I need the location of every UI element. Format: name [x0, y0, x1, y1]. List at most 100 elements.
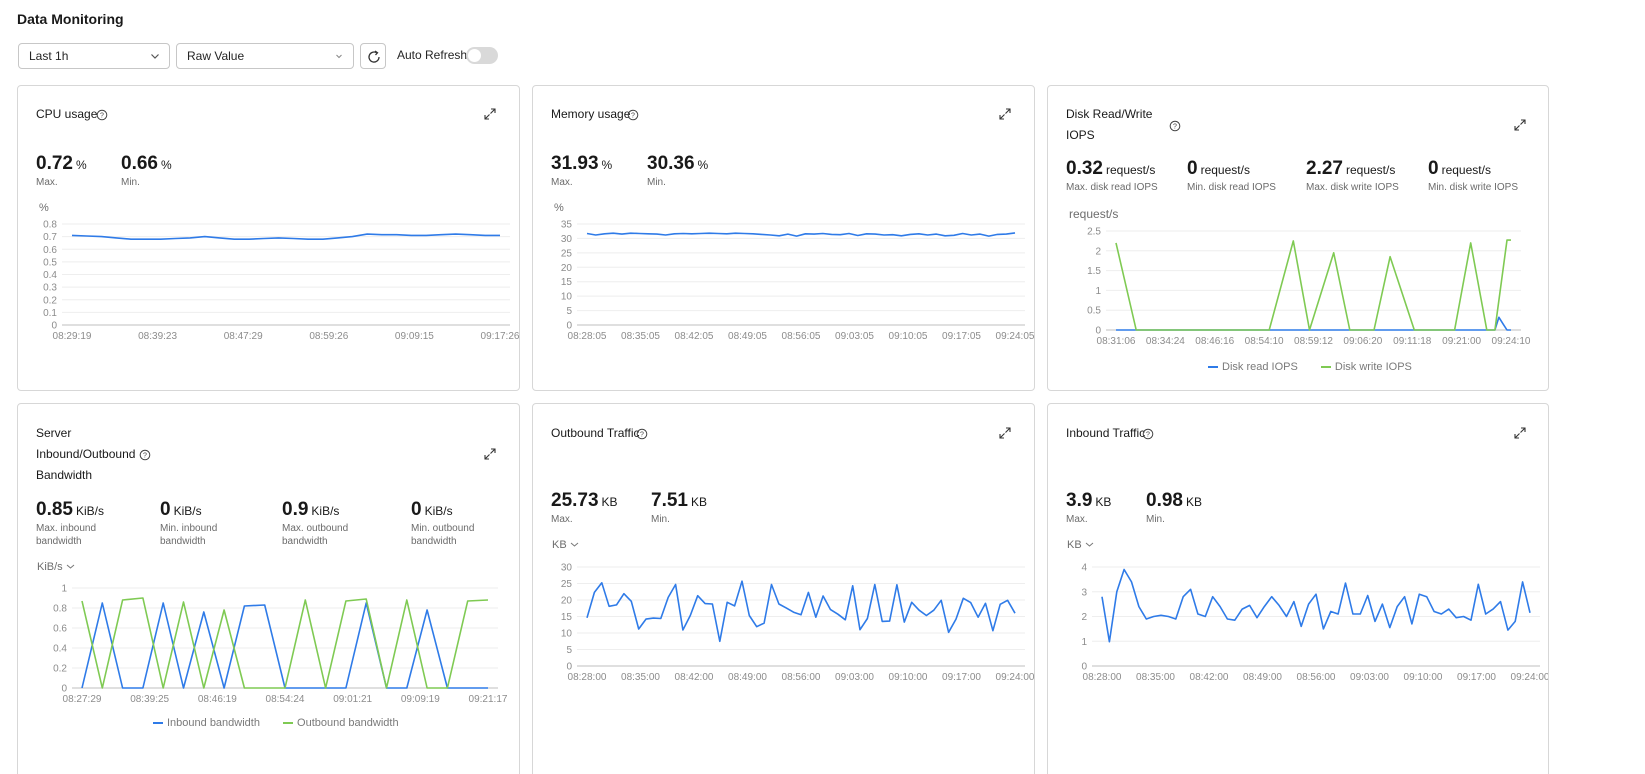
chart-legend: Disk read IOPS Disk write IOPS — [1208, 361, 1432, 373]
y-tick-label: 0 — [1095, 326, 1101, 337]
x-tick-label: 09:21:17 — [469, 694, 508, 705]
refresh-button[interactable] — [360, 43, 386, 69]
svg-text:?: ? — [100, 113, 104, 120]
help-icon[interactable]: ? — [139, 449, 151, 461]
outbound-traffic-chart[interactable]: 0 5 10 15 20 25 30 08:28:00 08:35:00 08:42:00 08:4… — [551, 559, 1034, 694]
auto-refresh-toggle[interactable] — [466, 47, 498, 64]
x-tick-label: 08:28:05 — [568, 331, 607, 342]
x-tick-label: 08:59:12 — [1294, 336, 1333, 347]
y-tick-label: 0 — [51, 321, 57, 332]
y-tick-label: 1 — [1095, 286, 1101, 297]
help-icon[interactable]: ? — [96, 109, 108, 121]
y-unit-select[interactable]: KiB/s — [37, 561, 75, 573]
x-tick-label: 08:35:00 — [621, 672, 660, 683]
expand-icon[interactable] — [998, 426, 1012, 440]
metric-min: 30.36% Min. — [647, 153, 709, 188]
time-range-select[interactable]: Last 1h — [18, 43, 170, 69]
help-icon[interactable]: ? — [1169, 120, 1181, 132]
x-tick-label: 09:01:21 — [333, 694, 372, 705]
card-title: Outbound Traffic — [551, 426, 640, 440]
y-tick-label: 2.5 — [1087, 227, 1101, 238]
series-line-inbound-bandwidth — [81, 602, 488, 689]
y-axis-unit: request/s — [1069, 207, 1119, 221]
chevron-down-icon — [336, 54, 342, 59]
y-unit-select[interactable]: KB — [1067, 539, 1094, 551]
expand-icon[interactable] — [998, 107, 1012, 121]
help-icon[interactable]: ? — [627, 109, 639, 121]
x-tick-label: 08:27:29 — [63, 694, 102, 705]
auto-refresh-label: Auto Refresh — [397, 48, 468, 62]
legend-item-write[interactable]: Disk write IOPS — [1320, 361, 1412, 373]
y-tick-label: 1 — [61, 584, 67, 595]
legend-item-inbound[interactable]: Inbound bandwidth — [153, 717, 260, 729]
disk-iops-card: Disk Read/Write IOPS ? 0.32 request/s Max… — [1047, 85, 1549, 391]
y-tick-label: 4 — [1081, 563, 1087, 574]
x-tick-label: 08:46:16 — [1195, 336, 1234, 347]
series-line-outbound-bandwidth — [81, 597, 489, 689]
y-tick-label: 10 — [561, 629, 573, 640]
x-tick-label: 08:49:00 — [1243, 672, 1282, 683]
cpu-usage-chart[interactable]: 0 0.1 0.20.3 0.4 0.50.6 0.70.8 08:29:19 08:39:2… — [36, 216, 519, 356]
expand-icon[interactable] — [1513, 118, 1527, 132]
card-title: Inbound Traffic — [1066, 426, 1146, 440]
metric-min: 7.51 KB Min. — [651, 490, 707, 525]
help-icon[interactable]: ? — [636, 428, 648, 440]
y-tick-label: 0.8 — [53, 604, 67, 615]
y-unit-select[interactable]: KB — [552, 539, 579, 551]
y-tick-label: 1 — [1081, 637, 1087, 648]
refresh-icon — [368, 50, 380, 63]
metric-min: 0.66% Min. — [121, 153, 172, 188]
chevron-down-icon — [66, 564, 75, 569]
outbound-traffic-card: Outbound Traffic ? 25.73 KB Max. 7.51 KB M… — [532, 403, 1035, 774]
memory-usage-chart[interactable]: 0 5 10 15 20 25 30 35 08:28:05 08:35:05 08:42:05 08… — [551, 216, 1034, 356]
metric-max: 0.72% Max. — [36, 153, 87, 188]
card-title-line3: Bandwidth — [36, 468, 93, 482]
value-mode-select[interactable]: Raw Value — [176, 43, 354, 69]
x-tick-label: 09:24:00 — [996, 672, 1035, 683]
y-tick-label: 5 — [566, 645, 572, 656]
metric-max-read: 0.32 request/s Max. disk read IOPS — [1066, 158, 1158, 193]
card-title-line2: Inbound/Outbound — [36, 447, 136, 461]
x-tick-label: 09:21:00 — [1442, 336, 1481, 347]
expand-icon[interactable] — [1513, 426, 1527, 440]
card-title-line1: Disk Read/Write — [1066, 107, 1153, 121]
x-tick-label: 08:39:23 — [138, 331, 177, 342]
series-line-main — [586, 232, 1016, 237]
expand-icon[interactable] — [483, 447, 497, 461]
x-tick-label: 09:03:05 — [835, 331, 874, 342]
y-tick-label: 0.3 — [43, 283, 57, 294]
disk-iops-chart[interactable]: 0 0.5 1 1.5 2 2.5 08:31:06 08:34:24 08:46:16 08:5… — [1066, 221, 1536, 351]
y-tick-label: 0.2 — [53, 664, 67, 675]
y-tick-label: 2 — [1081, 612, 1087, 623]
expand-icon[interactable] — [483, 107, 497, 121]
y-tick-label: 3 — [1081, 587, 1087, 598]
y-tick-label: 2 — [1095, 246, 1101, 257]
x-tick-label: 08:35:00 — [1136, 672, 1175, 683]
inbound-traffic-chart[interactable]: 0 1 2 3 4 08:28:00 08:35:00 08:42:00 08:49:00 08:… — [1066, 559, 1548, 694]
x-tick-label: 08:28:00 — [1083, 672, 1122, 683]
y-tick-label: 30 — [561, 563, 573, 574]
x-tick-label: 08:54:10 — [1245, 336, 1284, 347]
toolbar: Last 1h Raw Value Auto Refresh — [18, 43, 638, 69]
x-tick-label: 09:24:05 — [996, 331, 1035, 342]
series-line-main — [71, 233, 500, 241]
bandwidth-chart[interactable]: 0 0.2 0.4 0.6 0.8 1 08:27:29 08:39:25 08:46:19 08… — [36, 579, 508, 714]
svg-text:?: ? — [143, 453, 147, 460]
y-tick-label: 35 — [561, 220, 573, 231]
help-icon[interactable]: ? — [1142, 428, 1154, 440]
legend-item-read[interactable]: Disk read IOPS — [1208, 361, 1298, 373]
legend-item-outbound[interactable]: Outbound bandwidth — [283, 717, 399, 729]
inbound-traffic-card: Inbound Traffic ? 3.9 KB Max. 0.98 KB Min.… — [1047, 403, 1549, 774]
x-tick-label: 09:09:15 — [395, 331, 434, 342]
time-range-value: Last 1h — [29, 49, 69, 63]
page-title: Data Monitoring — [17, 11, 124, 27]
x-tick-label: 09:06:20 — [1343, 336, 1382, 347]
series-line-disk-write-iops — [1115, 239, 1511, 331]
y-tick-label: 0.6 — [43, 245, 57, 256]
value-mode-value: Raw Value — [187, 49, 245, 63]
metric-min-inbound: 0 KiB/s Min. inbound bandwidth — [160, 499, 218, 547]
y-tick-label: 1.5 — [1087, 266, 1101, 277]
y-tick-label: 0.5 — [1087, 306, 1101, 317]
x-tick-label: 08:31:06 — [1097, 336, 1136, 347]
x-tick-label: 09:09:19 — [401, 694, 440, 705]
